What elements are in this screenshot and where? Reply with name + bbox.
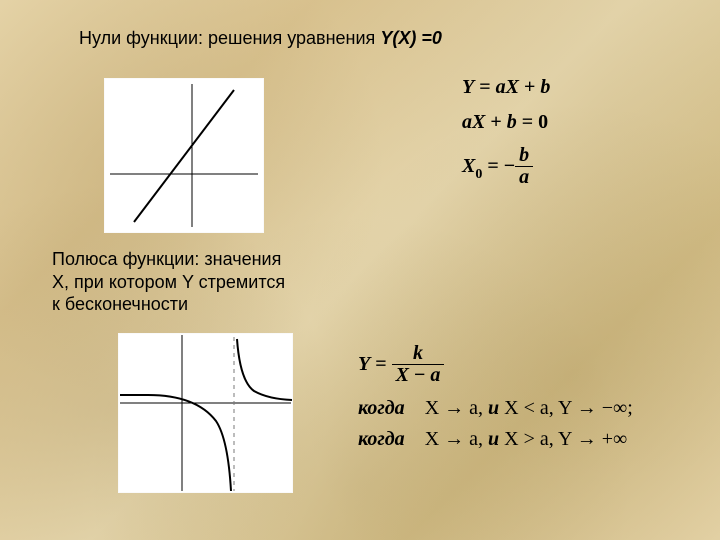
figure-hyperbola-svg [118,333,293,493]
heading-zeros: Нули функции: решения уравнения Y(X) =0 [79,28,442,49]
eq-h1-frac: kX − a [392,343,445,386]
eq-l3-frac: ba [515,145,533,188]
eq-l2-aX: aX [462,111,485,133]
eq-h1-Y: Y [358,353,370,375]
eq-h1-den: X − a [392,364,445,386]
equations-linear: Y = aX + b aX + b = 0 X0 = −ba [462,76,550,189]
heading-poles-l1: Полюса функции: значения [52,248,285,271]
eq-l3-eq: = [482,155,503,177]
eq-h2-t2: X < a, Y → −∞; [499,397,633,419]
eq-h1-den-minus: − [409,364,430,386]
eq-h1-num: k [392,343,445,364]
heading-zeros-prefix: Нули функции: решения уравнения [79,28,380,48]
eq-l3-den: a [515,166,533,188]
eq-hyper-3: когда X → a, и X > a, Y → +∞ [358,428,633,451]
eq-l1-plus: + [519,76,540,98]
equations-hyperbola: Y = kX − a когда X → a, и X < a, Y → −∞;… [358,344,633,451]
eq-l1-aX: aX [496,76,519,98]
eq-h3-t2: X > a, Y → +∞ [499,428,627,450]
heading-poles: Полюса функции: значения Х, при котором … [52,248,285,316]
eq-l3-sub0: 0 [475,167,482,182]
eq-h1-eq: = [370,353,391,375]
figure-linear [104,78,264,233]
eq-linear-2: aX + b = 0 [462,111,550,134]
eq-l1-b: b [540,76,550,98]
linear-line [134,90,234,222]
eq-linear-1: Y = aX + b [462,76,550,99]
eq-h2-i: и [488,397,499,419]
eq-l1-eq: = [474,76,495,98]
eq-hyper-2: когда X → a, и X < a, Y → −∞; [358,397,633,420]
eq-l2-plus: + [485,111,506,133]
eq-h1-den-X: X [396,364,409,386]
eq-l1-Y: Y [462,76,474,98]
heading-zeros-eq: Y(X) =0 [380,28,442,48]
figure-linear-svg [104,78,264,233]
eq-h3-i: и [488,428,499,450]
eq-h1-den-a: a [430,364,440,386]
eq-hyper-1: Y = kX − a [358,344,633,387]
eq-h2-when: когда [358,397,405,419]
eq-l2-eq0: = 0 [517,111,548,133]
eq-l2-b: b [507,111,517,133]
heading-poles-l3: к бесконечности [52,293,285,316]
eq-linear-3: X0 = −ba [462,146,550,189]
eq-l3-X: X [462,155,475,177]
hyperbola-upper-branch [237,339,292,400]
eq-l3-minus: − [504,155,515,177]
figure-hyperbola [118,333,293,493]
eq-l3-num: b [515,145,533,166]
hyperbola-lower-branch [120,395,231,491]
heading-poles-l2: Х, при котором Y стремится [52,271,285,294]
eq-h3-when: когда [358,428,405,450]
eq-h3-t1: X → a, [425,428,488,450]
eq-h2-t1: X → a, [425,397,488,419]
